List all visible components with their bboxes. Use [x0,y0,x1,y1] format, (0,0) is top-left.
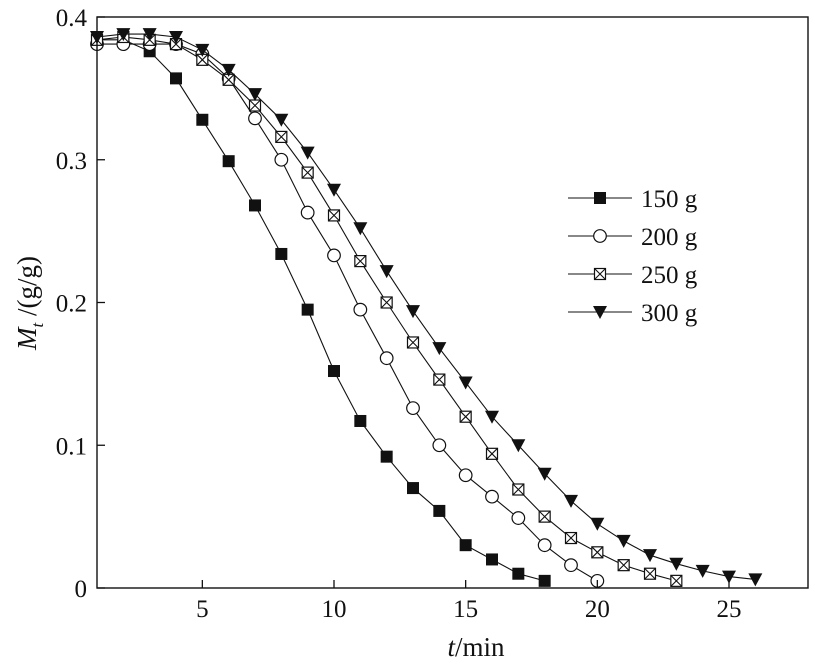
crossed-square-marker [275,130,288,144]
open-circle-marker [485,489,499,504]
axis-ticks: 5 10 15 20 25 0 0.1 0.2 0.3 0.4 [56,5,742,623]
filled-square-marker [196,113,209,126]
filled-square-marker [301,303,314,316]
filled-down-triangle-marker [458,376,473,390]
legend-item: 150 g [568,186,698,213]
filled-down-triangle-marker [511,439,526,453]
open-circle-marker [300,205,315,220]
filled-down-triangle-marker [274,113,289,127]
filled-down-triangle-marker [116,28,131,42]
filled-down-triangle-marker [353,222,368,236]
open-circle-marker [353,302,368,317]
legend-label: 250 g [641,262,698,289]
open-circle-marker [274,152,289,167]
filled-square-marker [459,539,472,552]
series-3 [90,28,763,587]
filled-down-triangle-marker [169,30,183,44]
y-tick-label: 0.3 [56,148,87,175]
open-circle-marker [511,511,526,525]
filled-square-marker [594,192,606,204]
y-axis-label: Mt /(g/g) [12,256,47,351]
filled-down-triangle-marker [432,342,447,356]
filled-square-marker [486,553,498,566]
filled-down-triangle-marker [722,570,736,584]
filled-square-marker [538,574,551,587]
crossed-square-marker [433,373,446,386]
filled-down-triangle-marker [695,564,710,578]
filled-square-marker [433,504,446,517]
crossed-square-marker [354,255,367,268]
filled-square-marker [354,414,367,427]
filled-down-triangle-marker [643,549,657,563]
legend-label: 300 g [641,300,698,327]
filled-square-marker [170,72,182,85]
crossed-square-marker [301,166,314,179]
legend-item: 250 g [568,262,698,289]
open-circle-marker [327,248,341,263]
crossed-square-marker [512,483,525,496]
crossed-square-marker [670,574,683,587]
filled-down-triangle-marker [379,265,394,279]
legend-item: 200 g [568,224,698,251]
crossed-square-marker [593,267,607,281]
crossed-square-marker [485,447,499,460]
filled-down-triangle-marker [221,63,236,77]
crossed-square-marker [564,531,578,545]
x-tick-label: 10 [322,596,347,623]
open-circle-marker [458,468,473,483]
filled-down-triangle-marker [300,146,315,160]
filled-down-triangle-marker [142,28,157,42]
filled-down-triangle-marker [248,88,262,102]
open-circle-marker [432,438,447,453]
x-tick-label: 20 [585,596,610,623]
crossed-square-marker [406,336,420,349]
crossed-square-marker [617,559,630,572]
filled-square-marker [328,365,340,378]
filled-down-triangle-marker [537,467,552,481]
y-tick-label: 0 [75,576,88,603]
filled-square-marker [407,482,419,495]
filled-down-triangle-marker [564,494,578,508]
legend-label: 150 g [641,186,698,213]
legend: 150 g 200 g 250 g 300 g [568,186,698,327]
x-axis-label: t/min [447,632,505,662]
filled-square-marker [222,155,235,168]
legend-item: 300 g [568,300,698,327]
open-circle-marker [564,558,578,573]
open-circle-marker [379,351,394,366]
crossed-square-marker [591,546,604,559]
filled-square-marker [380,450,393,463]
crossed-square-marker [327,209,341,222]
filled-down-triangle-marker [590,517,605,531]
y-tick-label: 0.2 [56,291,87,318]
open-circle-marker [537,538,552,553]
crossed-square-marker [459,410,472,423]
open-circle-marker [248,111,262,126]
open-circle-marker [406,401,420,416]
filled-square-marker [249,199,261,212]
open-circle-marker [593,229,607,243]
y-tick-label: 0.4 [56,5,88,32]
filled-down-triangle-marker [748,573,763,587]
crossed-square-marker [248,99,262,112]
filled-down-triangle-marker [593,306,607,319]
filled-down-triangle-marker [406,305,420,319]
filled-square-marker [275,247,288,260]
x-tick-label: 25 [717,596,742,623]
filled-down-triangle-marker [195,43,210,57]
y-tick-label: 0.1 [56,433,87,460]
filled-down-triangle-marker [616,534,631,548]
crossed-square-marker [380,296,393,309]
crossed-square-marker [643,567,657,580]
crossed-square-marker [538,510,551,523]
filled-down-triangle-marker [485,410,499,424]
legend-label: 200 g [641,224,698,251]
series-layer [90,28,763,588]
filled-square-marker [512,567,525,580]
x-tick-label: 5 [196,596,209,623]
x-tick-label: 15 [453,596,478,623]
filled-down-triangle-marker [327,183,341,197]
filled-down-triangle-marker [669,557,684,571]
